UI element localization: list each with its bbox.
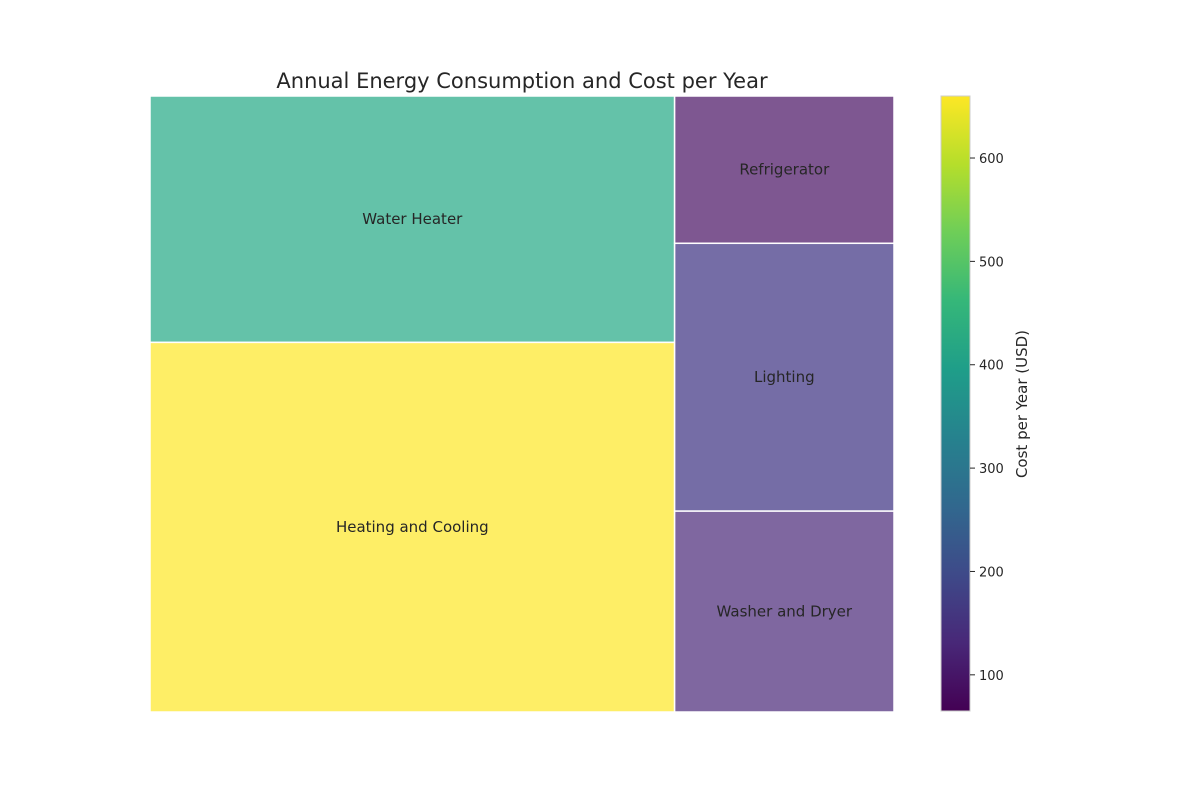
tile-refrigerator — [673, 95, 895, 245]
tile-washer-and-dryer — [673, 510, 895, 713]
colorbar-tick-label: 400 — [979, 359, 1004, 374]
colorbar: 100 200 300 400 500 600 Cost per Year (USD) — [940, 95, 1031, 712]
colorbar-tick-label: 200 — [979, 565, 1004, 580]
tile-label-refrigerator: Refrigerator — [739, 161, 830, 179]
tile-heating-and-cooling — [149, 341, 676, 713]
colorbar-ticks: 100 200 300 400 500 600 — [970, 152, 1004, 684]
colorbar-tick-label: 300 — [979, 462, 1004, 477]
tile-lighting — [673, 242, 895, 512]
colorbar-label: Cost per Year (USD) — [1013, 330, 1031, 478]
colorbar-tick-label: 100 — [979, 669, 1004, 684]
chart-title: Annual Energy Consumption and Cost per Y… — [276, 69, 768, 93]
colorbar-gradient — [940, 95, 971, 712]
colorbar-tick-label: 500 — [979, 255, 1004, 270]
tile-label-heating-and-cooling: Heating and Cooling — [336, 518, 489, 536]
tile-water-heater — [149, 95, 676, 344]
colorbar-tick-label: 600 — [979, 152, 1004, 167]
tile-label-lighting: Lighting — [754, 368, 815, 386]
treemap-tiles: Water Heater Heating and Cooling Refrigera… — [149, 95, 895, 713]
tile-label-washer-and-dryer: Washer and Dryer — [717, 603, 853, 621]
tile-label-water-heater: Water Heater — [362, 210, 463, 228]
